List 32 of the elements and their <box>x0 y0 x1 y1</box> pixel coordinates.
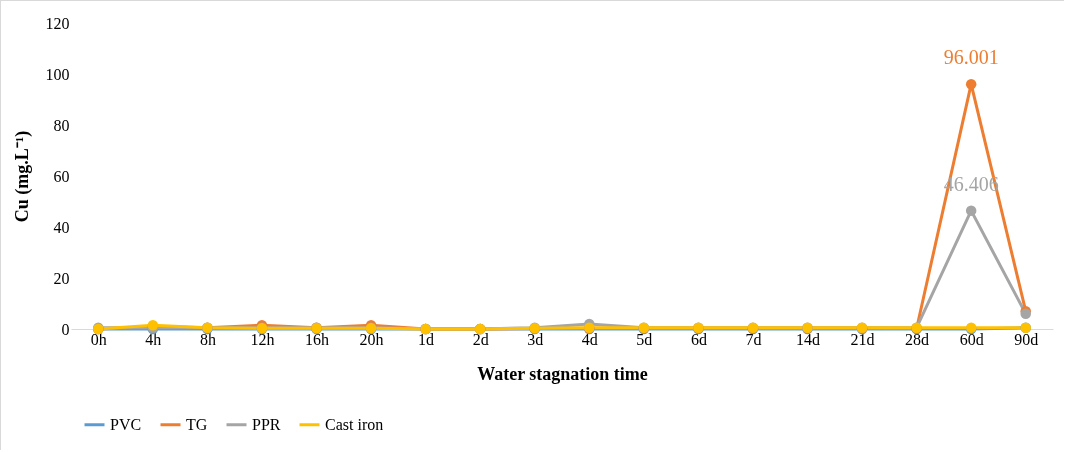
legend-label: Cast iron <box>325 415 384 433</box>
x-tick-label: 6d <box>690 330 707 348</box>
x-tick-label: 20h <box>359 330 384 348</box>
y-tick-label: 120 <box>45 14 70 32</box>
x-tick-label: 12h <box>250 330 275 348</box>
x-tick-label: 4d <box>581 330 598 348</box>
legend-label: TG <box>186 415 208 433</box>
x-tick-label: 2d <box>472 330 489 348</box>
legend-label: PVC <box>110 415 142 433</box>
x-tick-label: 1d <box>418 330 435 348</box>
x-tick-label: 60d <box>959 330 984 348</box>
x-tick-label: 8h <box>199 330 216 348</box>
y-tick-label: 100 <box>45 65 70 83</box>
x-tick-label: 4h <box>145 330 162 348</box>
x-tick-label: 28d <box>905 330 930 348</box>
y-tick-label: 80 <box>53 116 70 134</box>
x-tick-label: 16h <box>305 330 329 348</box>
x-tick-label: 21d <box>850 330 875 348</box>
x-tick-label: 14d <box>796 330 820 348</box>
y-tick-label: 60 <box>53 167 70 185</box>
x-tick-label: 90d <box>1014 330 1039 348</box>
y-tick-label: 0 <box>61 320 70 338</box>
y-tick-label: 20 <box>53 269 70 287</box>
x-tick-label: 3d <box>527 330 544 348</box>
x-tick-label: 0h <box>90 330 107 348</box>
x-tick-label: 5d <box>636 330 653 348</box>
x-axis-title: Water stagnation time <box>477 363 648 384</box>
data-label: 96.001 <box>943 46 999 69</box>
legend-label: PPR <box>252 415 281 433</box>
y-axis-title: Cu (mg.L⁻¹) <box>11 130 33 223</box>
x-tick-label: 7d <box>745 330 762 348</box>
y-tick-label: 40 <box>53 218 70 236</box>
